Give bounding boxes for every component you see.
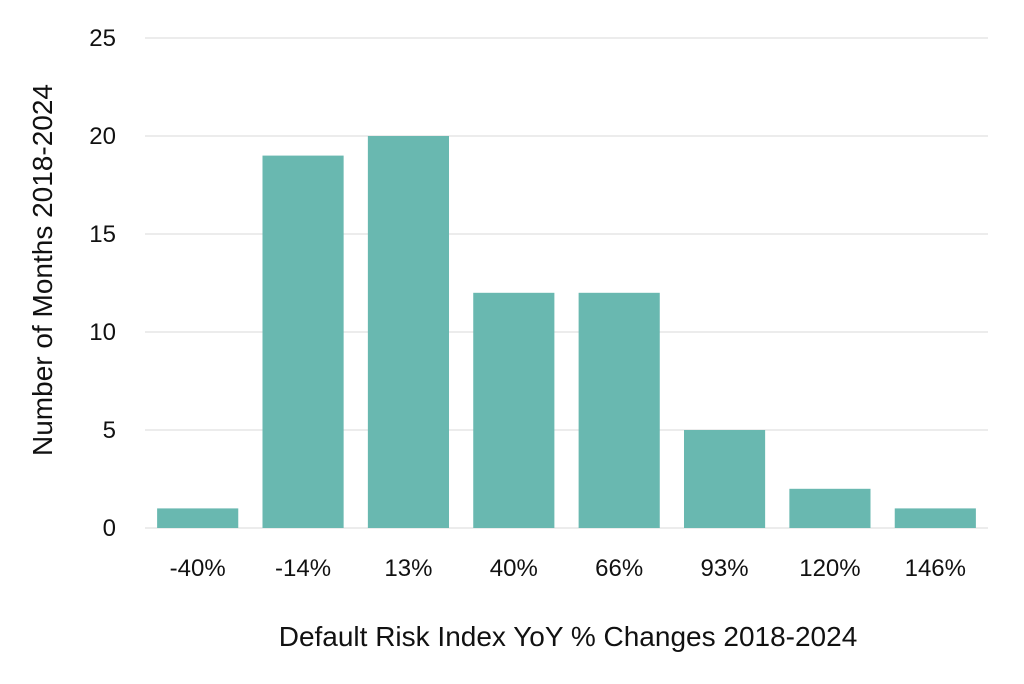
x-tick-label: -40%: [170, 555, 226, 582]
y-tick-label: 20: [89, 123, 116, 150]
bar: [683, 430, 766, 528]
y-tick-label: 15: [89, 221, 116, 248]
y-tick-label: 0: [103, 515, 116, 542]
bar: [894, 508, 976, 528]
y-tick-label: 5: [103, 417, 116, 444]
x-tick-label: 66%: [595, 555, 643, 582]
x-tick-label: 93%: [701, 555, 749, 582]
x-tick-label: 13%: [384, 555, 432, 582]
bars: [157, 136, 976, 528]
bar: [578, 292, 660, 528]
x-tick-label: 146%: [905, 555, 966, 582]
bar: [473, 292, 555, 528]
bar: [157, 508, 239, 528]
x-axis-title: Default Risk Index YoY % Changes 2018-20…: [279, 621, 858, 652]
x-tick-label: 40%: [490, 555, 538, 582]
x-tick-label: 120%: [799, 555, 860, 582]
bar: [262, 155, 344, 528]
bar: [789, 488, 871, 528]
y-tick-labels: 0 5 10 15 20 25: [89, 25, 116, 542]
x-tick-labels: -40% -14% 13% 40% 66% 93% 120% 146%: [170, 555, 966, 582]
x-tick-label: -14%: [275, 555, 331, 582]
y-axis-title: Number of Months 2018-2024: [27, 84, 58, 456]
y-tick-label: 10: [89, 319, 116, 346]
bar: [367, 136, 450, 528]
y-tick-label: 25: [89, 25, 116, 52]
